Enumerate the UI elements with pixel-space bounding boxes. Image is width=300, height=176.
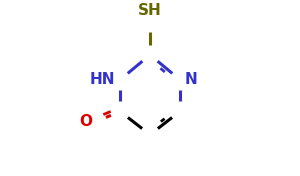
Text: SH: SH xyxy=(138,3,162,18)
Text: O: O xyxy=(79,114,92,129)
Text: HN: HN xyxy=(90,72,115,87)
Text: N: N xyxy=(185,72,198,87)
